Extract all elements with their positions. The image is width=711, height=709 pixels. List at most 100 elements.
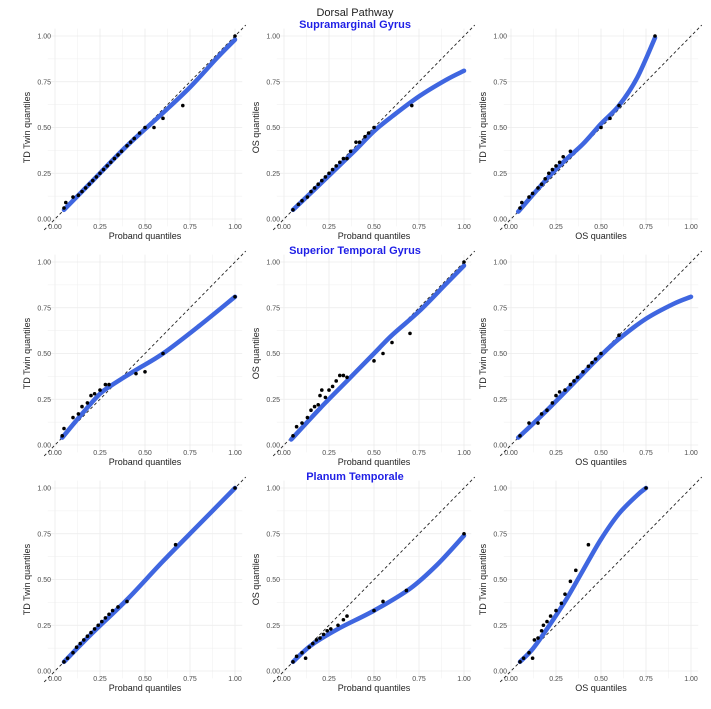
data-point [89, 393, 93, 398]
panel-0-2: 0.00 0.25 0.50 0.75 1.00 0.00 0.25 0.50 0.75 1.00… [478, 24, 703, 241]
data-point [300, 421, 304, 425]
panel-1-1: 0.00 0.25 0.50 0.75 1.00 0.00 0.25 0.50 0.75 1.00… [251, 250, 476, 467]
panel-grid: 0.00 0.25 0.50 0.75 1.00 0.00 0.25 0.50 0.75 1.00… [22, 24, 703, 693]
x-tick-label: 0.75 [183, 676, 197, 683]
data-point [98, 171, 102, 176]
data-point [381, 599, 385, 604]
y-tick-label: 0.50 [37, 577, 51, 584]
smooth-curve [61, 485, 238, 665]
data-point [547, 171, 551, 176]
data-point [590, 360, 594, 365]
y-tick-label: 0.00 [493, 217, 507, 224]
data-point [71, 650, 75, 655]
x-tick-label: 0.50 [367, 450, 381, 457]
data-point [98, 388, 102, 392]
data-point [561, 154, 565, 159]
data-point [348, 149, 353, 154]
y-tick-label: 0.25 [37, 623, 51, 630]
data-point [372, 125, 376, 130]
data-point [644, 486, 648, 490]
data-point [408, 331, 412, 336]
y-axis-label: OS quantiles [251, 553, 261, 605]
x-tick-label: 0.25 [322, 224, 336, 231]
data-point [338, 160, 342, 165]
x-tick-label: 0.00 [48, 450, 62, 457]
y-tick-label: 1.00 [493, 34, 507, 41]
y-tick-label: 0.50 [493, 351, 507, 358]
y-tick-label: 0.00 [493, 443, 507, 450]
data-point [181, 103, 185, 108]
data-point [539, 412, 544, 416]
data-point [109, 160, 113, 165]
data-point [543, 176, 547, 181]
data-point [550, 167, 555, 172]
row-title-superior-temporal-gyrus: Superior Temporal Gyrus [289, 245, 421, 257]
x-tick-label: 0.00 [277, 676, 291, 683]
data-point [112, 156, 117, 161]
data-point [314, 638, 319, 642]
data-point [518, 434, 522, 438]
y-tick-label: 1.00 [266, 486, 280, 493]
y-tick-label: 0.75 [493, 531, 507, 538]
smooth-curve [517, 485, 649, 665]
y-tick-label: 1.00 [37, 486, 51, 493]
data-point [119, 149, 124, 154]
x-tick-label: 0.75 [412, 450, 426, 457]
data-point [62, 426, 66, 431]
data-point [536, 186, 540, 190]
data-point [530, 191, 535, 196]
data-point [87, 182, 91, 187]
data-point [116, 605, 120, 609]
x-tick-label: 1.00 [228, 450, 242, 457]
data-point [574, 568, 578, 573]
data-point [125, 144, 129, 148]
x-tick-label: 0.25 [549, 676, 563, 683]
data-point [161, 116, 165, 121]
data-point [300, 650, 304, 655]
data-point [76, 412, 81, 416]
data-point [92, 627, 97, 631]
smooth-curve [61, 37, 238, 213]
data-point [554, 393, 558, 398]
data-point [554, 164, 558, 168]
y-tick-label: 0.25 [266, 397, 280, 404]
data-point [617, 333, 621, 338]
y-axis-label: OS quantiles [251, 327, 261, 379]
data-point [105, 164, 109, 168]
data-point [143, 370, 147, 374]
data-point [341, 156, 346, 161]
data-point [233, 294, 237, 299]
data-point [107, 612, 111, 617]
data-point [291, 660, 295, 664]
panel-0-0: 0.00 0.25 0.50 0.75 1.00 0.00 0.25 0.50 0.75 1.00… [22, 24, 247, 241]
smooth-curve [59, 294, 238, 440]
data-point [532, 638, 537, 642]
data-point [96, 623, 100, 628]
data-point [545, 408, 549, 413]
panel-2-1: 0.00 0.25 0.50 0.75 1.00 0.00 0.25 0.50 0.75 1.00… [251, 476, 476, 693]
y-tick-label: 0.00 [266, 669, 280, 676]
data-point [316, 402, 321, 407]
smooth-curve [290, 533, 467, 665]
x-tick-label: 1.00 [228, 224, 242, 231]
data-point [107, 382, 111, 387]
x-tick-label: 0.00 [504, 676, 518, 683]
x-tick-label: 0.25 [93, 676, 107, 683]
data-point [372, 359, 376, 363]
data-point [64, 200, 68, 205]
y-tick-label: 0.75 [266, 305, 280, 312]
x-axis-label: OS quantiles [575, 457, 627, 467]
data-point [404, 588, 409, 593]
data-point [536, 636, 540, 640]
data-point [354, 140, 358, 144]
data-point [536, 421, 540, 425]
data-point [305, 195, 310, 199]
data-point [330, 384, 335, 389]
data-point [593, 357, 598, 361]
x-tick-label: 0.25 [549, 224, 563, 231]
data-point [581, 370, 585, 374]
x-tick-label: 0.50 [138, 676, 152, 683]
data-point [110, 608, 115, 613]
data-point [62, 206, 66, 210]
data-point [318, 393, 322, 398]
